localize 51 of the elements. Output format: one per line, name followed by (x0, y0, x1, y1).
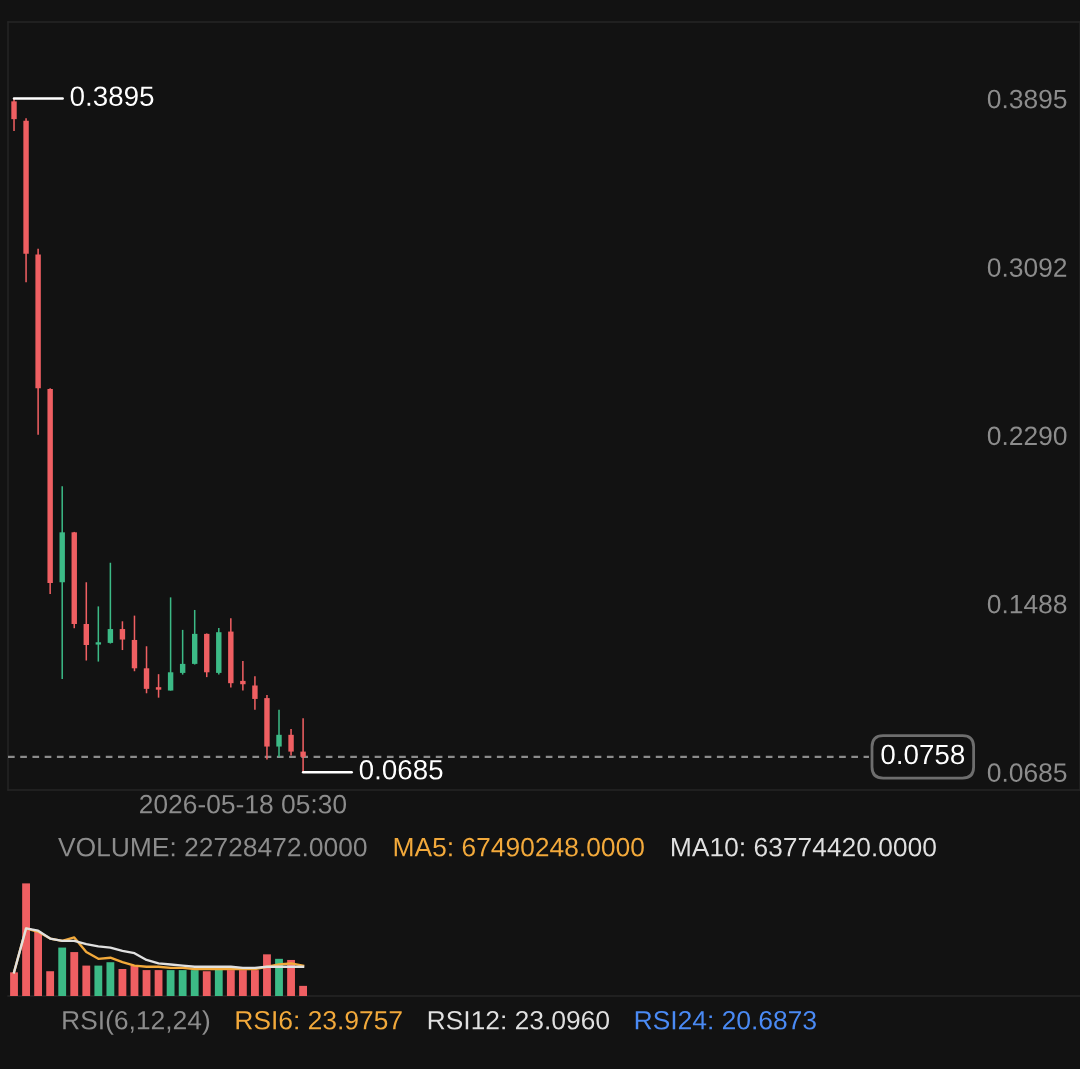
bar (94, 965, 103, 996)
candlestick (252, 675, 258, 711)
bar (70, 952, 79, 996)
candlestick (95, 605, 102, 663)
annotation: 0.3895 (70, 86, 154, 107)
x-tick-label: 2026-05-18 05:30 (140, 794, 347, 814)
text: RSI24: 20.6873 (635, 1010, 816, 1030)
bar (82, 965, 91, 996)
bar (166, 970, 175, 996)
bar (299, 985, 308, 996)
candlestick (119, 620, 126, 651)
ref-line-label: 0.0758 (881, 744, 965, 765)
candlestick (11, 97, 17, 132)
y-tick-label: 0.1488 (987, 594, 1067, 614)
bar (142, 970, 151, 996)
y-tick-label: 0.3895 (987, 89, 1067, 109)
candlestick (240, 660, 246, 692)
y-tick-label: 0.2290 (987, 426, 1067, 446)
y-tick-label: 0.0685 (987, 763, 1067, 782)
candlestick (300, 717, 306, 773)
bar (106, 962, 115, 996)
candlestick (276, 708, 282, 758)
bar (226, 970, 235, 996)
bar (22, 883, 30, 996)
candlestick (288, 728, 294, 757)
bar (190, 970, 199, 996)
bar (238, 970, 247, 996)
text: MA5: 67490248.0000 (394, 837, 644, 857)
candlestick (179, 629, 186, 676)
bar (34, 931, 43, 996)
text: RSI(6,12,24) (63, 1010, 210, 1035)
candlestick (155, 673, 162, 699)
bar (46, 971, 55, 996)
series-label: VOLUME: 22728472.0000 (58, 837, 367, 857)
bar (154, 970, 163, 996)
bar (214, 967, 223, 996)
bar (178, 970, 187, 996)
annotation: 0.0685 (359, 759, 443, 780)
y-tick-label: 0.3092 (987, 258, 1067, 277)
bar (202, 971, 211, 996)
candlestick (83, 581, 89, 662)
bar (10, 972, 18, 996)
candlestick (143, 645, 150, 695)
bar (251, 970, 259, 996)
bar (58, 947, 67, 996)
text: MA10: 63774420.0000 (672, 837, 936, 857)
text: RSI12: 23.0960 (428, 1010, 609, 1030)
bar (263, 954, 271, 996)
candlestick (107, 561, 114, 645)
candlestick (167, 596, 174, 692)
text: RSI6: 23.9757 (236, 1010, 402, 1030)
